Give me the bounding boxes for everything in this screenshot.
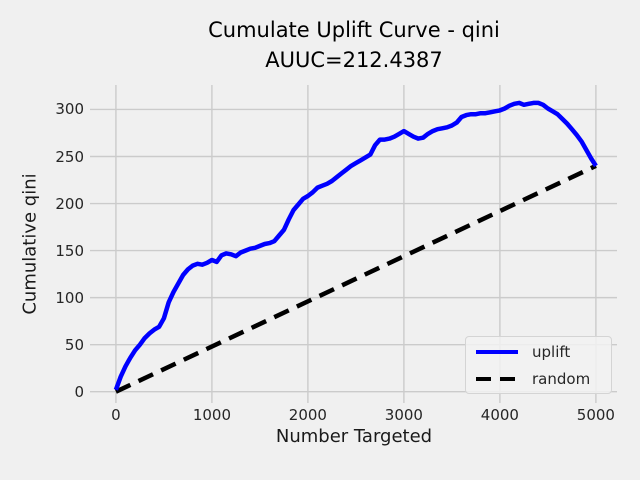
legend-label-uplift: uplift: [532, 342, 571, 361]
legend: uplift random: [465, 336, 612, 394]
x-tick-label: 1000: [192, 406, 231, 424]
y-tick-label: 200: [55, 194, 84, 213]
chart-title-line1: Cumulate Uplift Curve - qini: [208, 18, 500, 42]
x-tick-label: 4000: [480, 406, 519, 424]
gridlines: [90, 85, 617, 403]
legend-label-random: random: [532, 369, 591, 388]
chart-title: Cumulate Uplift Curve - qini AUUC=212.43…: [208, 16, 500, 76]
x-tick-label: 0: [111, 406, 121, 424]
x-tick-label: 3000: [384, 406, 423, 424]
x-axis-label: Number Targeted: [275, 426, 433, 447]
legend-item-random: random: [476, 370, 611, 388]
random-line: [114, 163, 597, 394]
uplift-line-swatch: [476, 349, 518, 354]
y-tick-label: 300: [55, 100, 84, 119]
legend-item-uplift: uplift: [476, 343, 611, 361]
random-line-swatch: [476, 376, 518, 381]
chart-title-line2: AUUC=212.4387: [265, 47, 443, 72]
y-tick-label: 0: [74, 382, 84, 401]
x-tick-label: 2000: [288, 406, 327, 424]
y-tick-label: 100: [55, 288, 84, 307]
y-tick-label: 250: [55, 147, 84, 166]
uplift-line: [113, 100, 598, 391]
y-tick-label: 50: [64, 335, 84, 354]
x-tick-label: 5000: [576, 406, 615, 424]
y-tick-label: 150: [55, 241, 84, 260]
